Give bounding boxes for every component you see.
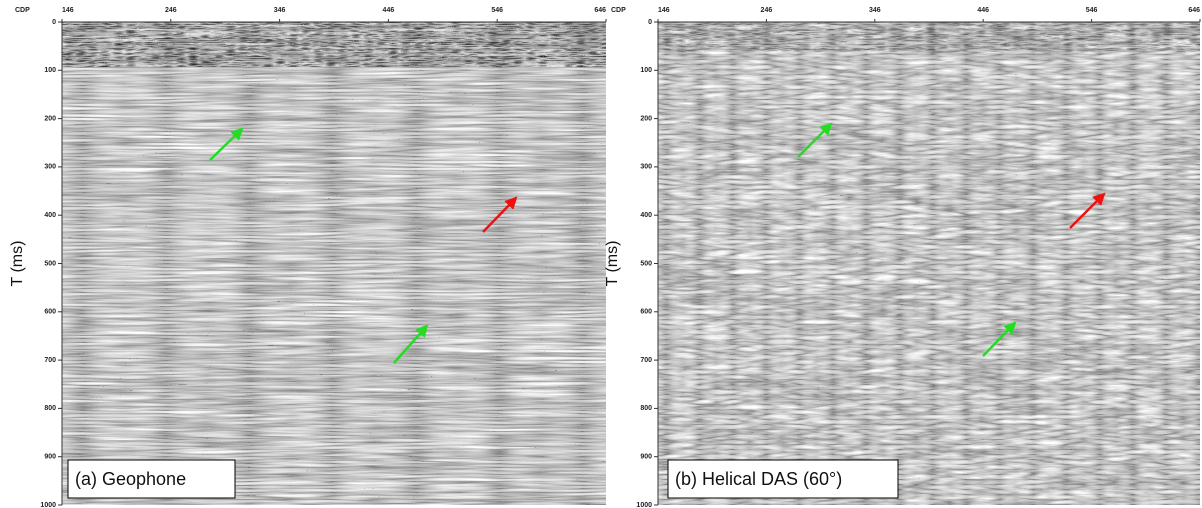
x-axis-label: CDP [15,7,30,14]
x-tick-label: 346 [869,7,881,14]
arrow [393,324,429,364]
y-tick-label: 900 [640,454,652,461]
label-box [67,459,236,499]
arrow [482,196,518,233]
y-tick-label: 700 [640,357,652,364]
x-tick-label: 446 [383,7,395,14]
y-tick-label: 0 [648,19,652,26]
arrows [209,122,1106,364]
y-tick-label: 100 [640,67,652,74]
y-axis-label: T (ms) [604,241,621,287]
y-tick-label: 800 [44,405,56,412]
label-box [667,459,899,499]
y-tick-label: 400 [640,212,652,219]
y-tick-label: 200 [44,115,56,122]
y-tick-label: 600 [44,309,56,316]
seismic-image [62,22,606,505]
x-tick-label: 446 [977,7,989,14]
y-axis-label: T (ms) [9,241,26,287]
panel-label: (a) Geophone [75,469,186,489]
x-axis-label: CDP [611,7,626,14]
y-tick-label: 500 [640,260,652,267]
y-tick-label: 600 [640,309,652,316]
arrow [982,321,1017,357]
x-tick-label: 146 [62,7,74,14]
x-tick-label: 246 [165,7,177,14]
x-tick-label: 646 [594,7,606,14]
y-tick-label: 500 [44,260,56,267]
arrow [1069,192,1106,229]
arrow [209,127,244,161]
y-tick-label: 1000 [40,502,56,508]
y-tick-label: 1000 [636,502,652,508]
noise-band [62,22,606,67]
y-tick-label: 400 [44,212,56,219]
x-tick-label: 146 [658,7,670,14]
seismic-image [658,22,1200,505]
y-tick-label: 100 [44,67,56,74]
arrow [797,122,833,158]
x-tick-label: 546 [1086,7,1098,14]
y-tick-label: 900 [44,454,56,461]
y-tick-label: 300 [640,164,652,171]
x-tick-label: 546 [491,7,503,14]
y-tick-label: 800 [640,405,652,412]
y-tick-label: 0 [52,19,56,26]
x-tick-label: 646 [1188,7,1200,14]
noise-band [658,22,1200,52]
x-tick-label: 346 [274,7,286,14]
panel-label: (b) Helical DAS (60°) [675,469,842,489]
y-tick-label: 200 [640,115,652,122]
y-tick-label: 300 [44,164,56,171]
x-tick-label: 246 [761,7,773,14]
y-tick-label: 700 [44,357,56,364]
